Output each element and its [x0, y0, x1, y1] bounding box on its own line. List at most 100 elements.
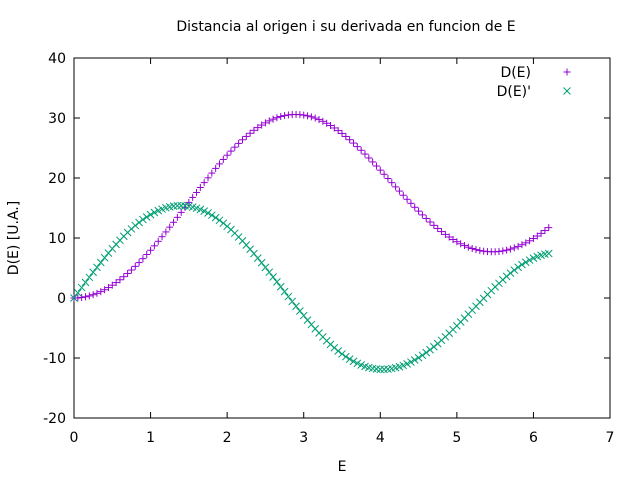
y-axis-label: D(E) [U.A.] [6, 201, 22, 275]
data-point [449, 236, 457, 243]
data-point [158, 233, 166, 241]
data-point [85, 292, 93, 300]
data-point [127, 266, 135, 274]
data-point [273, 114, 281, 122]
data-point [215, 160, 223, 168]
data-point [334, 347, 343, 355]
x-tick-label: 0 [70, 430, 79, 446]
data-point [533, 232, 541, 240]
data-point [422, 348, 431, 357]
data-point [276, 282, 285, 291]
data-point [407, 358, 415, 366]
data-point [315, 116, 323, 124]
data-point [284, 292, 293, 301]
data-point [189, 193, 197, 201]
data-point [334, 127, 342, 135]
data-point [261, 119, 269, 127]
data-point [112, 279, 120, 287]
data-points [70, 110, 553, 374]
data-point [265, 268, 274, 277]
x-axis-label: E [338, 459, 347, 475]
data-point [357, 146, 365, 154]
data-point [541, 227, 549, 235]
data-point [104, 284, 112, 292]
data-point [514, 242, 522, 250]
data-point [457, 240, 465, 248]
data-point [537, 229, 545, 237]
data-point [521, 258, 530, 267]
data-point [441, 230, 449, 238]
data-point [468, 245, 476, 252]
data-point [89, 291, 97, 299]
data-point [100, 253, 109, 262]
x-tick-label: 5 [452, 430, 461, 446]
data-point [369, 158, 377, 166]
data-point [281, 112, 289, 120]
data-point [464, 243, 472, 251]
data-point [338, 350, 346, 358]
data-point [93, 289, 101, 297]
data-point [265, 117, 273, 125]
data-point [219, 155, 227, 163]
data-point [353, 359, 362, 368]
data-point [372, 365, 381, 373]
data-point [453, 238, 461, 246]
data-point [376, 166, 384, 174]
data-point [361, 150, 369, 158]
x-tick-label: 2 [223, 430, 232, 446]
data-point [526, 237, 534, 245]
data-point [235, 139, 243, 147]
data-point [510, 244, 518, 252]
data-point [146, 210, 155, 219]
data-point [227, 147, 235, 155]
data-point [518, 260, 526, 269]
data-point [231, 143, 239, 151]
y-tick-label: 0 [57, 291, 66, 307]
data-point [219, 219, 228, 228]
data-point [529, 254, 538, 263]
series-d-e-prime [70, 201, 553, 374]
data-point [211, 213, 220, 222]
data-point [411, 203, 419, 211]
y-axis: -20 -10 0 10 20 30 40 [43, 51, 610, 427]
data-point [365, 154, 373, 162]
data-point [173, 213, 181, 221]
data-point [261, 263, 270, 272]
data-point [150, 242, 158, 250]
data-point [353, 143, 361, 151]
data-point [108, 281, 116, 289]
data-point [410, 356, 419, 364]
data-point [177, 201, 186, 210]
data-point [269, 273, 277, 281]
data-point [93, 263, 101, 272]
data-point [299, 311, 308, 320]
data-point [384, 174, 392, 182]
data-point [338, 129, 346, 137]
data-point [124, 269, 132, 277]
data-point [177, 208, 185, 216]
data-point [510, 266, 519, 275]
data-point [345, 355, 354, 363]
data-point [438, 228, 446, 236]
data-point [300, 111, 308, 119]
data-point [415, 207, 423, 215]
x-axis: 0 1 2 3 4 5 6 7 [70, 58, 614, 446]
data-point [200, 207, 209, 215]
data-point [395, 187, 403, 195]
data-point [204, 174, 212, 182]
data-point [166, 223, 174, 231]
data-point [170, 218, 178, 226]
y-tick-label: 40 [48, 51, 66, 67]
data-point [392, 183, 400, 191]
y-tick-label: 20 [48, 171, 66, 187]
data-point [430, 221, 438, 229]
data-point [388, 179, 396, 187]
data-point [154, 206, 163, 215]
data-point [131, 221, 140, 230]
data-point [426, 345, 434, 354]
y-tick-label: 10 [48, 231, 66, 247]
data-point [399, 191, 407, 199]
data-point [399, 361, 408, 370]
data-point [277, 113, 285, 120]
